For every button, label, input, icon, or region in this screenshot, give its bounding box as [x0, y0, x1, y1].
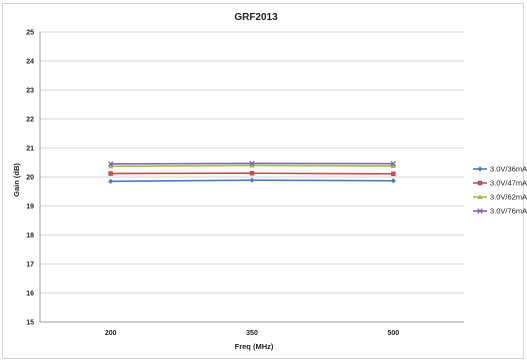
legend-label: 3.0V/47mA: [490, 179, 527, 188]
data-point: [108, 171, 113, 176]
x-tick-label: 350: [246, 330, 258, 337]
series-2: [108, 170, 396, 177]
gridlines: [39, 31, 464, 323]
legend-label: 3.0V/36mA: [490, 165, 527, 174]
data-point: [390, 178, 396, 184]
y-axis-label: Gain (dB): [12, 163, 21, 197]
y-tick-label: 25: [26, 30, 34, 37]
legend-marker: [477, 194, 483, 200]
data-point: [249, 162, 255, 168]
data-point: [107, 161, 114, 167]
x-axis-label: Freq (MHz): [235, 342, 274, 351]
y-axis-ticks: 15 16 17 18 19 20 21 22 23 24 25: [26, 30, 34, 327]
series-4: [107, 160, 397, 167]
y-tick-label: 21: [26, 146, 34, 153]
legend-marker: [477, 166, 483, 172]
legend-label: 3.0V/62mA: [490, 193, 527, 202]
legend-item: 3.0V/47mA: [473, 179, 527, 188]
legend-item: 3.0V/76mA: [473, 207, 527, 216]
legend-marker: [477, 208, 483, 214]
data-point: [108, 178, 114, 184]
data-point: [249, 177, 255, 183]
legend: 3.0V/36mA 3.0V/47mA 3.0V/62mA 3.0V/76mA: [473, 165, 527, 216]
data-point: [108, 163, 114, 169]
y-tick-label: 17: [26, 262, 34, 269]
chart-frame: [2, 3, 524, 359]
data-point: [249, 160, 255, 167]
data-point: [390, 160, 397, 167]
data-point: [390, 163, 396, 169]
data-point: [391, 171, 396, 177]
series-1: [108, 177, 396, 184]
series-group: [107, 160, 397, 184]
data-point: [249, 170, 255, 176]
y-tick-label: 20: [26, 175, 34, 182]
legend-marker: [477, 180, 483, 186]
y-tick-label: 18: [26, 233, 34, 240]
x-tick-label: 500: [387, 330, 399, 337]
y-tick-label: 22: [26, 117, 34, 124]
y-tick-label: 19: [26, 204, 34, 211]
x-tick-label: 200: [105, 330, 117, 337]
y-tick-label: 15: [26, 320, 34, 327]
legend-item: 3.0V/36mA: [473, 165, 527, 174]
series-3: [108, 162, 396, 169]
x-axis-ticks: 200 350 500: [105, 330, 399, 337]
chart-title: GRF2013: [234, 12, 278, 23]
y-tick-label: 16: [26, 291, 34, 298]
legend-item: 3.0V/62mA: [473, 193, 527, 202]
y-tick-label: 24: [26, 59, 34, 66]
legend-label: 3.0V/76mA: [490, 207, 527, 216]
y-tick-label: 23: [26, 88, 34, 95]
